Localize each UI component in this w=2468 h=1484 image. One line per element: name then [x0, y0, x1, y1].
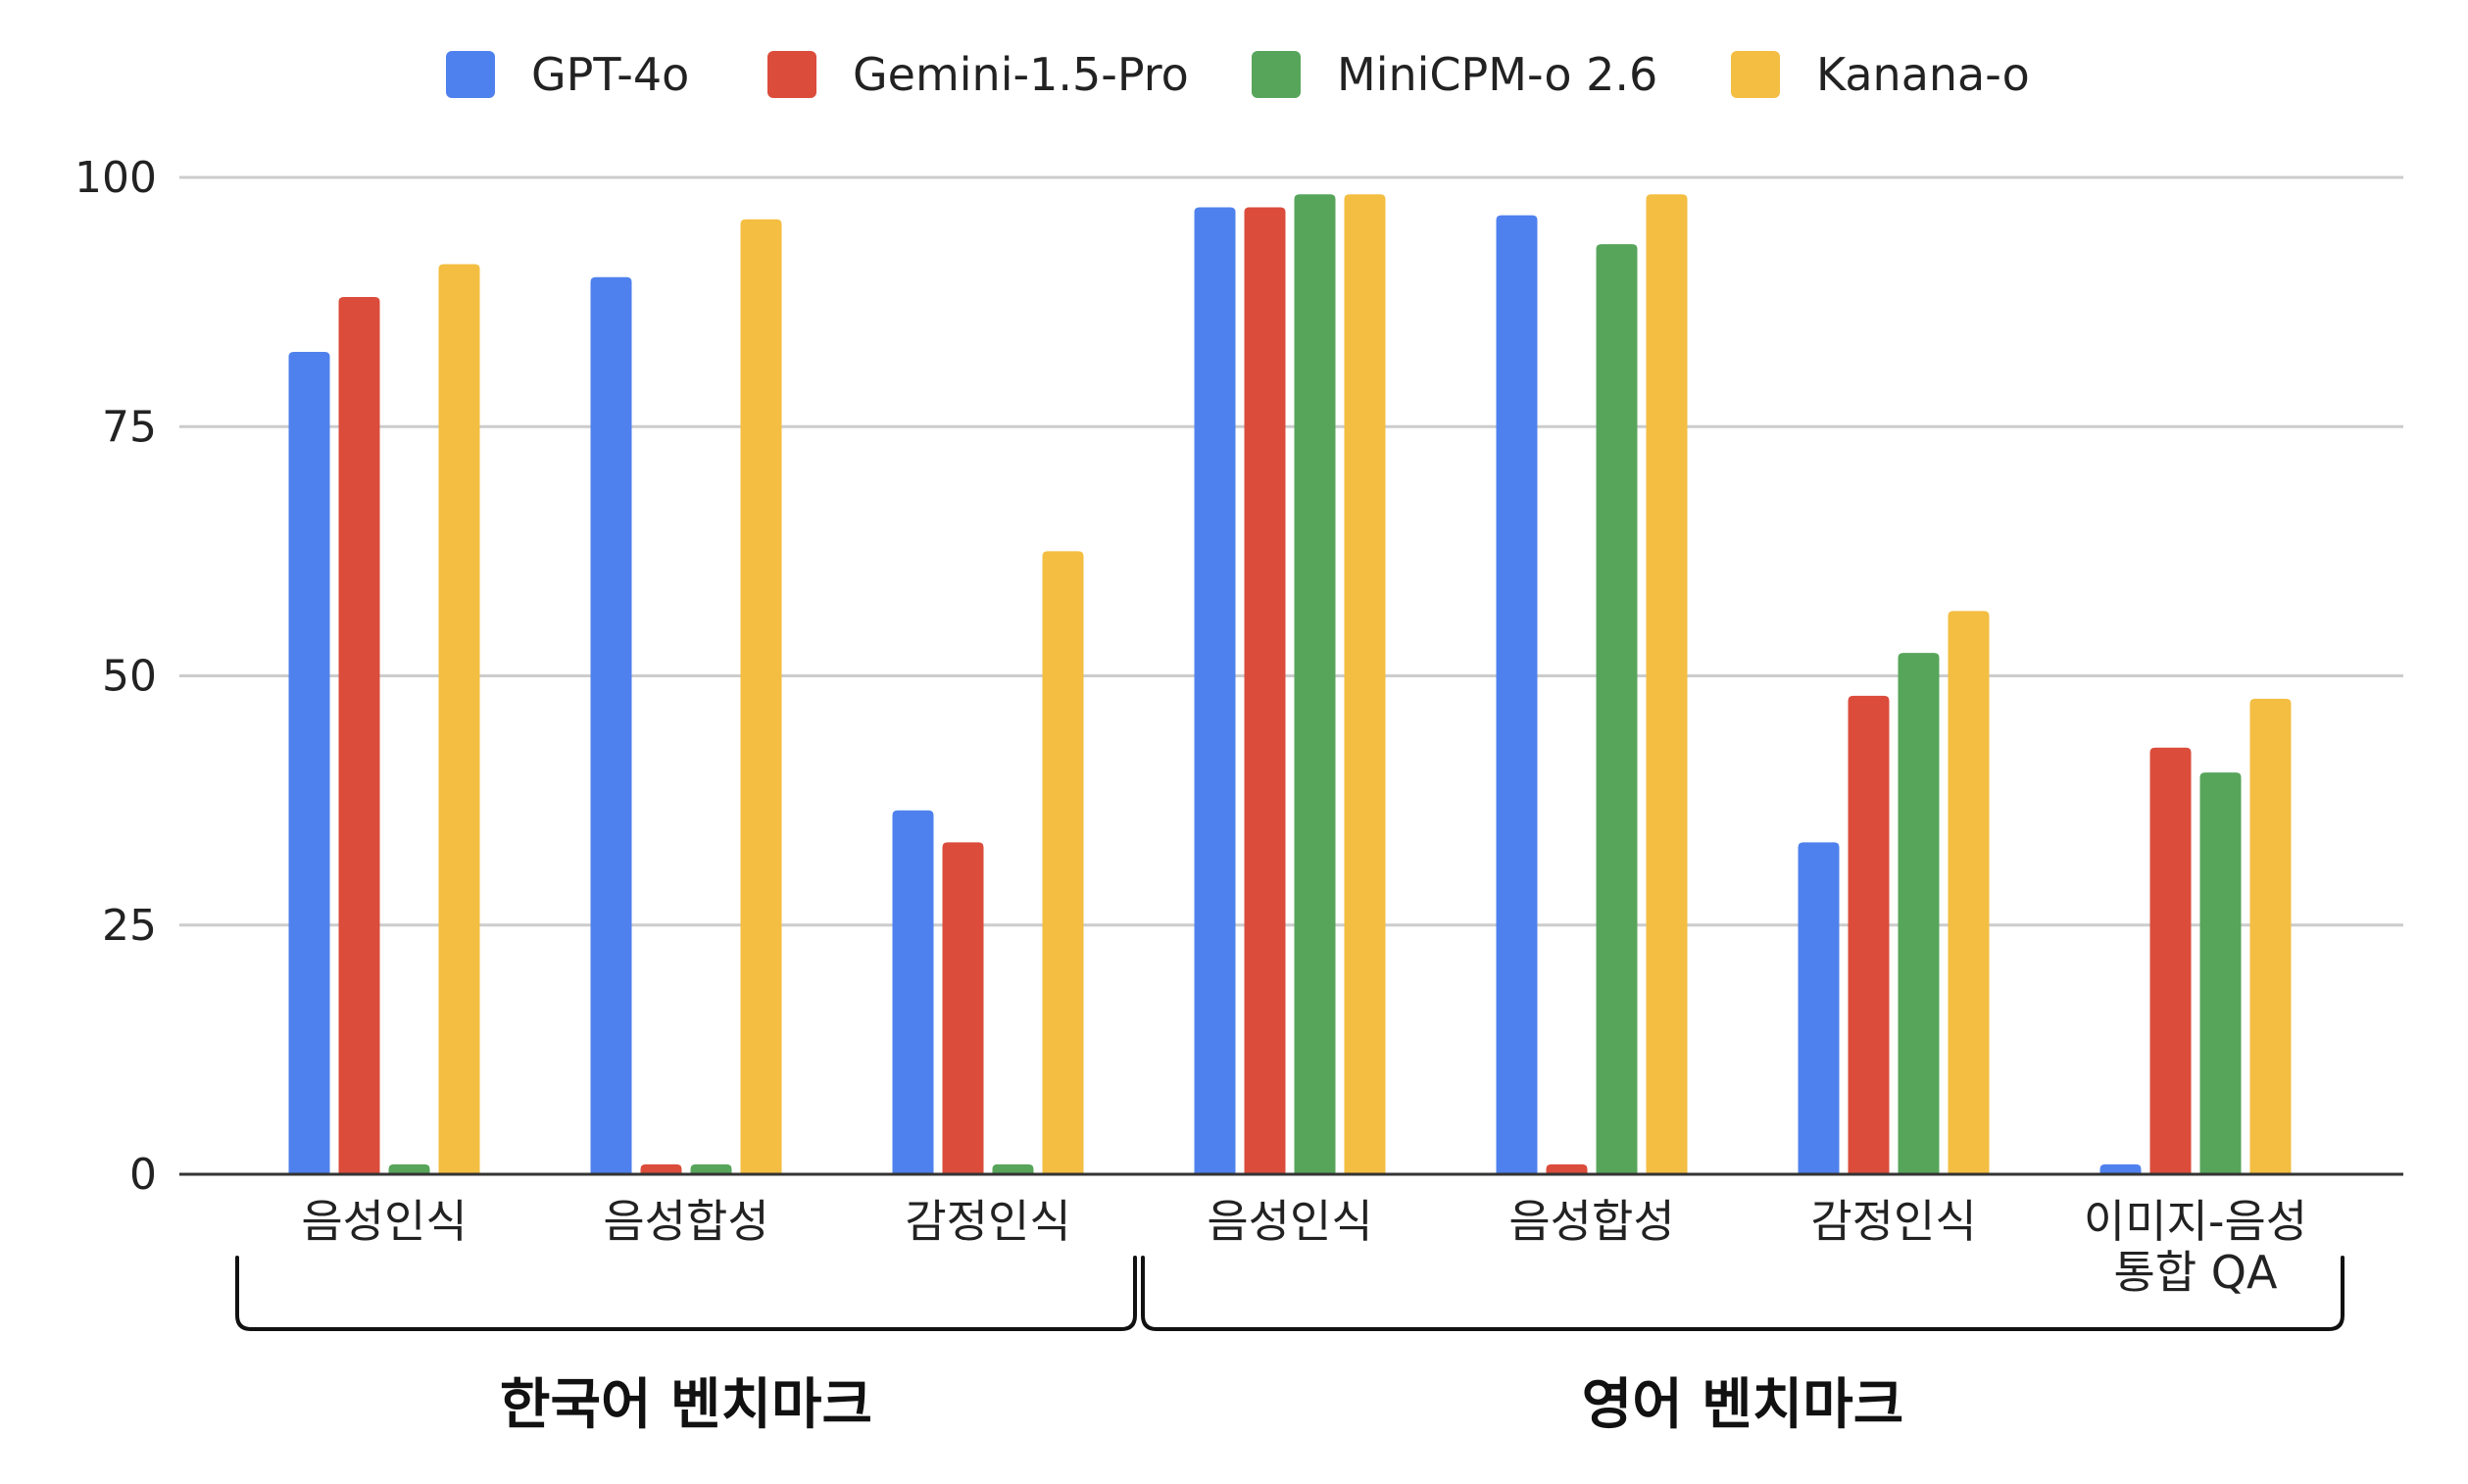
- bar-kanana-o-1: [740, 219, 782, 1175]
- bar-gpt-4o-0: [288, 351, 330, 1175]
- bar-gpt-4o-4: [1496, 215, 1538, 1174]
- legend-item: Gemini-1.5-Pro: [767, 48, 1189, 101]
- bar-gpt-4o-3: [1194, 207, 1236, 1174]
- bar-gemini-1-5-pro-3: [1244, 207, 1286, 1174]
- group-label: 한국어 벤치마크: [500, 1373, 872, 1437]
- category-label: 감정인식: [905, 1195, 1070, 1248]
- legend-label: GPT-4o: [531, 48, 689, 101]
- legend-swatch: [767, 51, 816, 98]
- y-tick-label: 0: [129, 1150, 157, 1200]
- legend-label: MiniCPM-o 2.6: [1337, 48, 1657, 101]
- y-tick-label: 100: [74, 153, 157, 203]
- bar-kanana-o-0: [438, 264, 480, 1174]
- category-label: 음성합성: [603, 1195, 768, 1248]
- bar-minicpm-o-2-6-2: [992, 1163, 1034, 1174]
- legend-swatch: [446, 51, 495, 98]
- legend-swatch: [1252, 51, 1301, 98]
- grid: [179, 175, 2403, 927]
- bar-minicpm-o-2-6-3: [1294, 194, 1336, 1174]
- group-bracket: [1141, 1256, 2345, 1331]
- y-tick-label: 25: [102, 901, 157, 951]
- bar-gpt-4o-5: [1798, 842, 1840, 1174]
- legend-label: Kanana-o: [1816, 48, 2030, 101]
- category-label: 감정인식: [1810, 1195, 1976, 1248]
- bar-gemini-1-5-pro-2: [942, 842, 984, 1174]
- legend: GPT-4o Gemini-1.5-Pro MiniCPM-o 2.6 Kanana-…: [446, 48, 2030, 101]
- bar-kanana-o-5: [1948, 611, 1990, 1174]
- bar-minicpm-o-2-6-4: [1596, 244, 1638, 1174]
- y-tick-label: 50: [102, 652, 157, 702]
- bar-kanana-o-6: [2249, 698, 2292, 1174]
- category-label: 통합 QA: [2114, 1246, 2278, 1299]
- group-brackets: 한국어 벤치마크 영어 벤치마크: [235, 1256, 2345, 1437]
- category-label: 음성합성: [1508, 1195, 1674, 1248]
- group-label: 영어 벤치마크: [1582, 1373, 1904, 1437]
- bar-minicpm-o-2-6-6: [2199, 772, 2242, 1174]
- bar-kanana-o-2: [1042, 551, 1084, 1174]
- category-label: 음성인식: [301, 1195, 467, 1248]
- bars: [288, 194, 2292, 1175]
- legend-item: GPT-4o: [446, 48, 689, 101]
- bar-kanana-o-4: [1646, 194, 1688, 1174]
- bar-gemini-1-5-pro-0: [338, 297, 380, 1174]
- bar-gemini-1-5-pro-4: [1546, 1163, 1588, 1174]
- category-label: 이미지-음성: [2084, 1195, 2307, 1248]
- y-axis-ticks: 0 25 50 75 100: [74, 153, 157, 1200]
- bar-minicpm-o-2-6-5: [1898, 653, 1940, 1174]
- legend-label: Gemini-1.5-Pro: [853, 48, 1189, 101]
- legend-swatch: [1731, 51, 1780, 98]
- category-label: 음성인식: [1207, 1195, 1372, 1248]
- bar-gemini-1-5-pro-5: [1848, 695, 1890, 1174]
- bar-gpt-4o-6: [2099, 1163, 2142, 1174]
- bar-minicpm-o-2-6-0: [388, 1163, 430, 1174]
- bar-gemini-1-5-pro-1: [640, 1163, 682, 1174]
- legend-item: Kanana-o: [1731, 48, 2030, 101]
- bar-gpt-4o-1: [590, 276, 632, 1174]
- bar-gemini-1-5-pro-6: [2149, 747, 2192, 1174]
- y-tick-label: 75: [102, 402, 157, 452]
- group-bracket: [235, 1256, 1137, 1331]
- legend-item: MiniCPM-o 2.6: [1252, 48, 1657, 101]
- bar-minicpm-o-2-6-1: [690, 1163, 732, 1174]
- bar-gpt-4o-2: [892, 810, 934, 1174]
- bar-kanana-o-3: [1344, 194, 1386, 1174]
